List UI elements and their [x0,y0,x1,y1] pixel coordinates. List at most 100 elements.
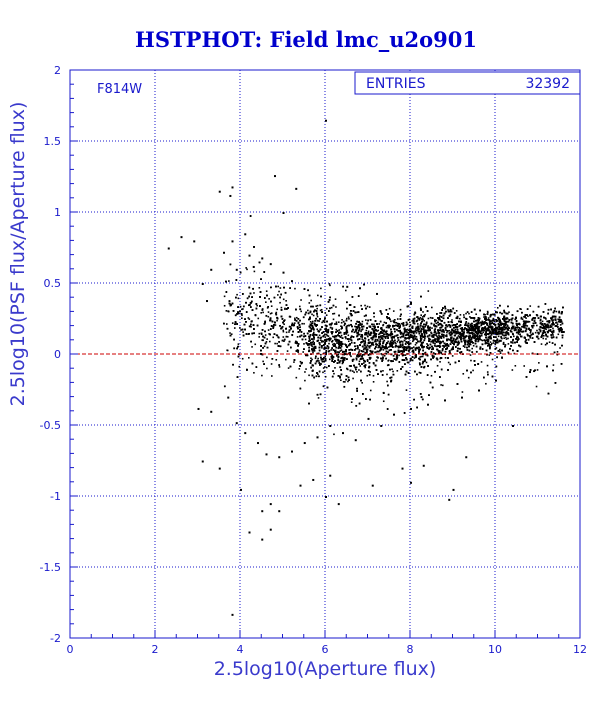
cloud-point [313,331,315,334]
cloud-point [359,365,362,367]
cloud-point [486,371,489,373]
cloud-point [372,341,374,344]
cloud-point [373,315,375,318]
cloud-point [265,341,268,343]
cloud-point [444,357,447,359]
cloud-point [418,328,421,330]
cloud-point [418,362,421,364]
cloud-point [367,339,370,342]
cloud-point [547,325,549,328]
cloud-point [333,342,335,345]
cloud-point [455,310,458,312]
cloud-point [312,351,314,354]
cloud-point [311,345,313,348]
cloud-point [435,319,438,322]
cloud-point [487,317,490,319]
cloud-point [223,295,226,298]
cloud-point [310,299,312,302]
cloud-point [317,357,319,360]
cloud-point [387,359,390,362]
cloud-point [436,338,438,340]
cloud-point [262,311,264,314]
cloud-point [241,308,243,311]
cloud-point [392,326,394,328]
cloud-point [311,320,314,323]
cloud-point [553,323,555,326]
cloud-point [383,354,386,357]
cloud-point [321,321,323,324]
cloud-point [521,331,524,333]
cloud-point [378,346,381,348]
cloud-point [438,322,441,325]
cloud-point [419,356,421,358]
cloud-point [519,335,522,338]
cloud-point [296,336,299,338]
cloud-point [529,330,532,333]
cloud-point [538,362,540,364]
cloud-point [340,321,343,324]
cloud-point [362,350,365,353]
cloud-point [494,314,496,316]
cloud-point [241,317,243,320]
cloud-point [229,332,231,334]
cloud-point [253,270,256,273]
cloud-point [493,328,495,330]
cloud-point [317,397,320,399]
cloud-point [383,330,385,333]
cloud-point [314,345,317,348]
cloud-point [294,317,296,320]
cloud-point [399,315,402,317]
cloud-point [439,357,442,360]
cloud-point [328,358,331,361]
cloud-point [318,334,321,337]
cloud-point [438,334,440,336]
cloud-point [488,354,491,356]
cloud-point [514,365,517,367]
cloud-point [542,337,545,340]
cloud-point [446,346,449,349]
cloud-point [473,316,476,319]
cloud-point [391,368,393,371]
cloud-point [258,332,261,335]
cloud-point [340,325,342,327]
cloud-point [486,322,489,325]
cloud-point [366,305,369,308]
cloud-point [448,329,451,332]
cloud-point [433,323,435,326]
cloud-point [309,327,312,329]
cloud-point [361,354,364,356]
cloud-point [433,329,436,331]
cloud-point [469,343,472,346]
cloud-point [435,335,438,337]
cloud-point [425,361,428,364]
cloud-point [386,373,388,376]
cloud-point [323,319,326,321]
cloud-point [475,332,478,334]
cloud-point [552,336,555,339]
cloud-point [322,367,325,369]
cloud-point [395,342,397,345]
cloud-point [389,325,391,327]
cloud-point [552,331,555,333]
cloud-point [447,309,449,311]
cloud-point [383,321,386,324]
cloud-point [378,342,381,345]
cloud-point [277,285,279,288]
cloud-point [560,329,563,331]
cloud-point [284,358,287,361]
cloud-point [401,346,404,349]
cloud-point [523,315,525,318]
cloud-point [480,361,483,363]
cloud-point [308,337,311,340]
cloud-point [458,317,461,320]
cloud-point [298,305,301,308]
cloud-point [323,370,326,373]
cloud-point [471,347,474,350]
cloud-point [545,318,547,320]
cloud-point [419,316,422,319]
cloud-point [472,369,474,372]
cloud-point [475,313,477,316]
cloud-point [328,342,330,345]
cloud-point [516,335,518,338]
cloud-point [504,325,507,327]
